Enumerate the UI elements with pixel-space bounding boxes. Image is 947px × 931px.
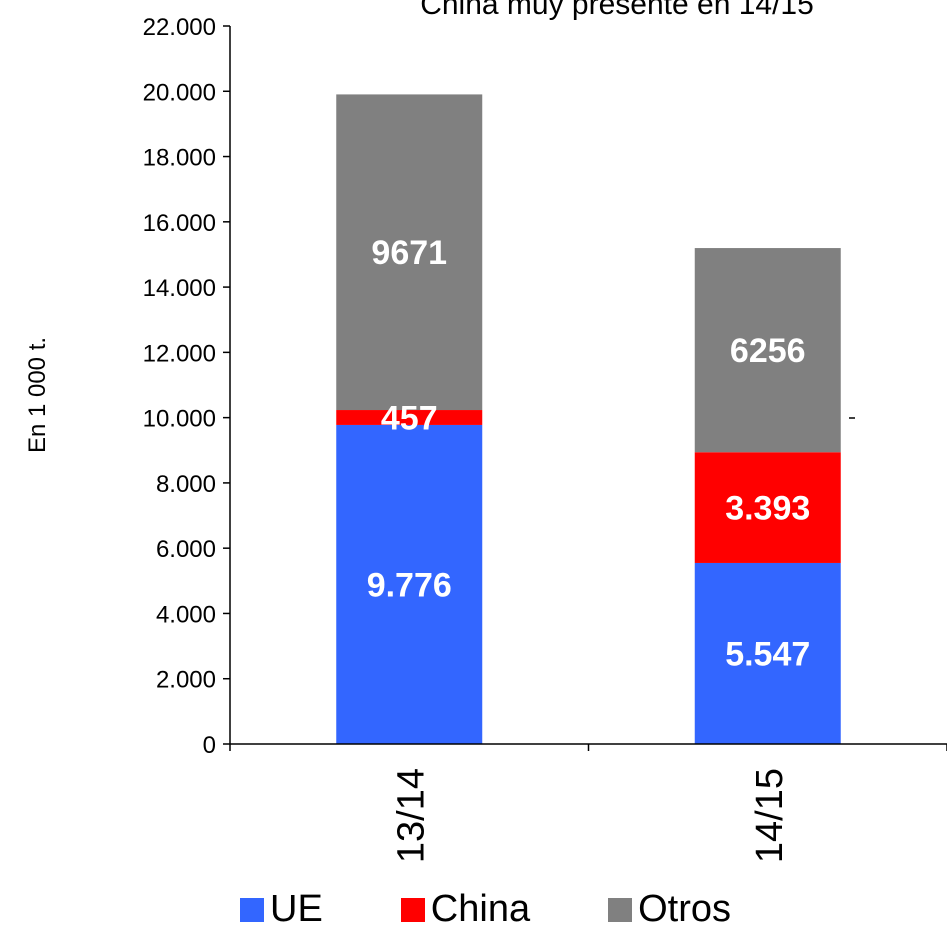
bar-segment-china	[694, 452, 841, 563]
y-tick-label: 2.000	[156, 667, 216, 694]
y-tick-label: 12.000	[143, 340, 216, 367]
legend-label: UE	[270, 888, 323, 930]
legend-label: Otros	[638, 888, 731, 930]
legend: UE China Otros	[240, 888, 809, 931]
data-label: 6256	[730, 332, 806, 370]
data-labels-group: 9.776 457 9671 5.547 3.393 6256	[367, 234, 811, 673]
data-label: 9.776	[367, 566, 452, 604]
legend-swatch	[608, 897, 633, 922]
data-label: 457	[381, 399, 438, 437]
y-tick-label: 18.000	[143, 145, 216, 172]
bar-segment-otros	[336, 94, 483, 411]
legend-item-ue: UE	[240, 888, 323, 931]
y-tick-label: 10.000	[143, 406, 216, 433]
stacked-bar-chart: China muy presente en 14/15 En 1 000 t. …	[24, 0, 947, 863]
data-label: 3.393	[725, 490, 810, 528]
y-axis-label: En 1 000 t.	[24, 337, 51, 453]
bar-segment-otros	[694, 248, 841, 453]
legend-swatch	[400, 897, 425, 922]
y-tick-label: 4.000	[156, 601, 216, 628]
x-tick-label: 13/14	[390, 768, 432, 863]
y-tick-label: 22.000	[143, 14, 216, 41]
bar-segment-china	[336, 410, 483, 425]
y-tick-label: 8.000	[156, 471, 216, 498]
chart-title: China muy presente en 14/15	[420, 0, 814, 21]
bar-segment-ue	[336, 424, 483, 744]
y-tick-label: 16.000	[143, 210, 216, 237]
legend-label: China	[430, 888, 531, 930]
bars-group	[336, 94, 841, 744]
x-ticks-group: 13/14 14/15	[229, 744, 947, 863]
y-ticks-group: 0 2.000 4.000 6.000 8.000 10.000 12.000 14.000 1…	[143, 14, 230, 759]
data-label: 5.547	[725, 635, 810, 673]
bar-segment-ue	[694, 562, 841, 744]
y-tick-label: 14.000	[143, 275, 216, 302]
legend-item-otros: Otros	[608, 888, 731, 931]
y-tick-label: 6.000	[156, 536, 216, 563]
legend-item-china: China	[400, 888, 531, 931]
data-label: 9671	[371, 234, 447, 272]
y-tick-label: 0	[203, 732, 216, 759]
y-tick-label: 20.000	[143, 79, 216, 106]
x-tick-label: 14/15	[749, 768, 791, 863]
legend-swatch	[240, 897, 264, 922]
